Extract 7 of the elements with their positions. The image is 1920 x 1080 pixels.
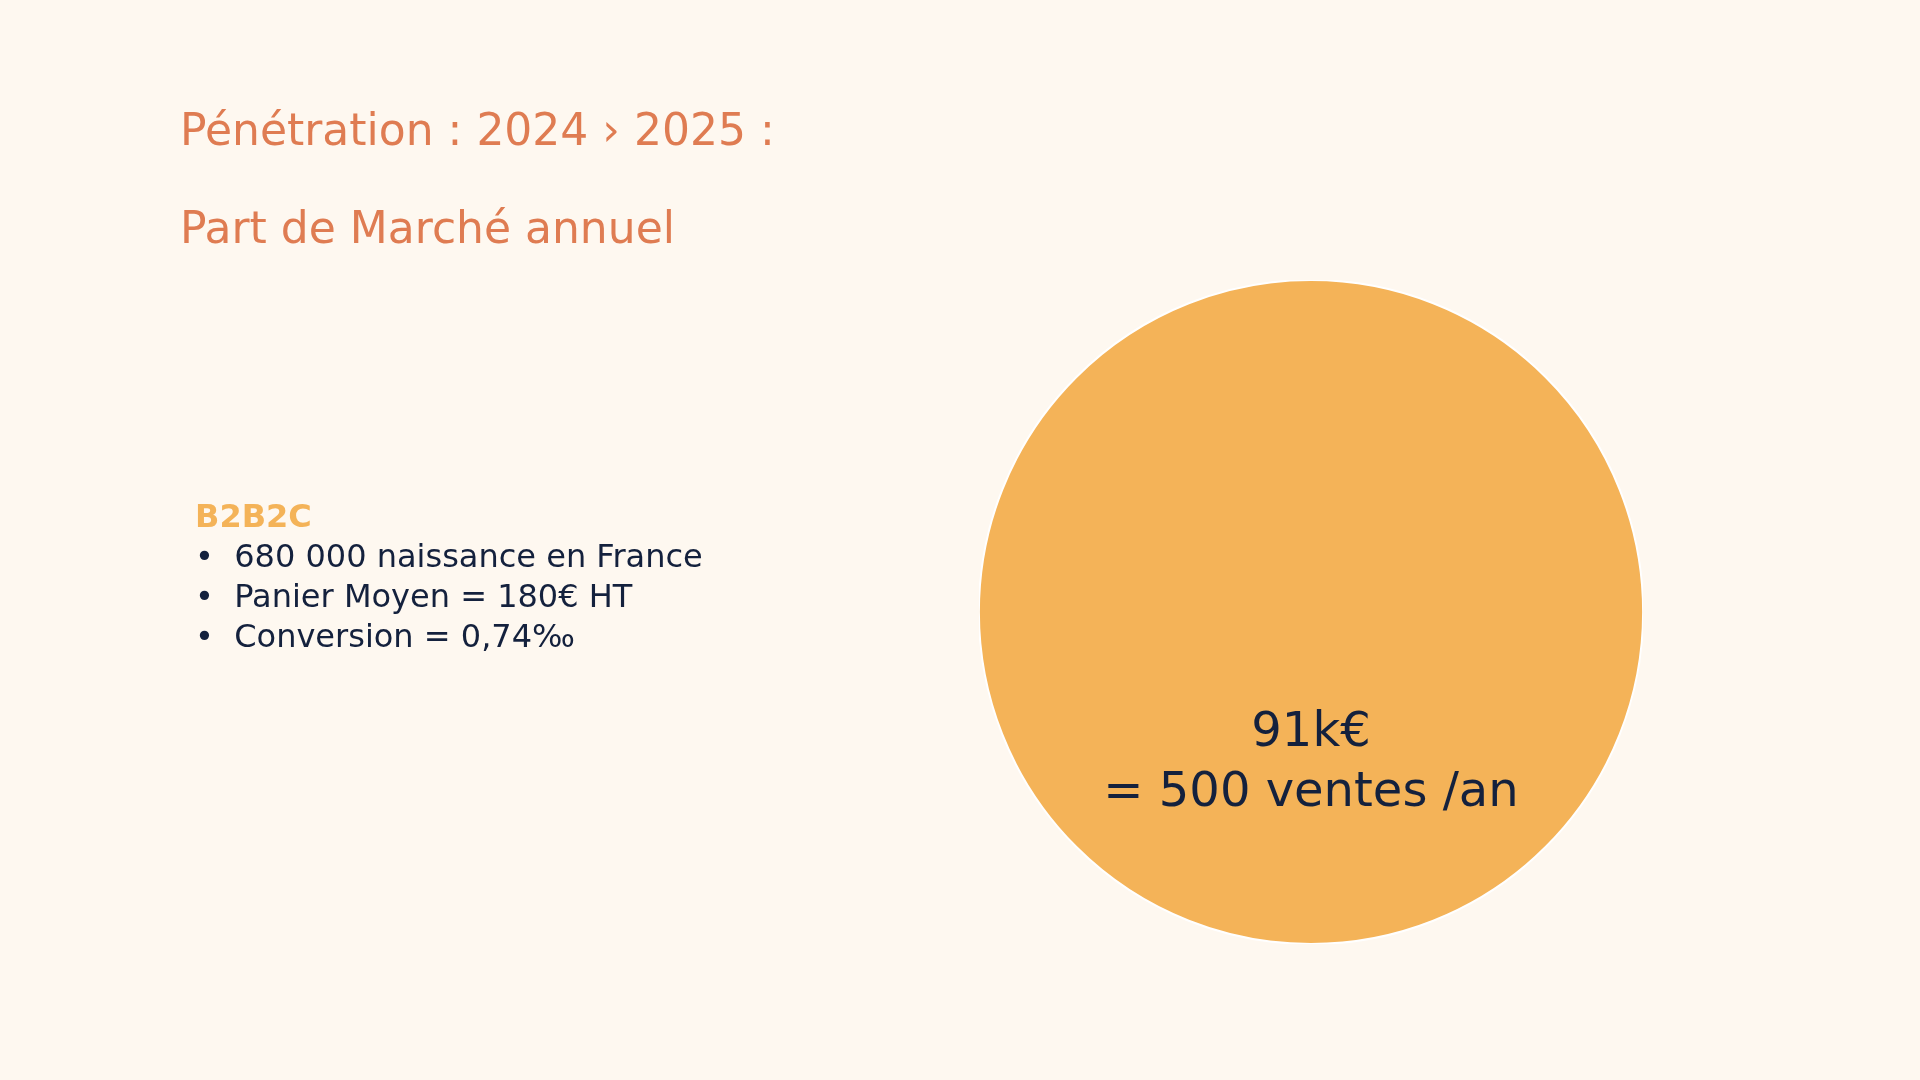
- text: • 680 000 naissance en France: [195, 536, 703, 576]
- text: • Panier Moyen = 180€ HT: [195, 576, 634, 616]
- text: B2B2C: [195, 496, 313, 536]
- text: Part de Marché annuel: [180, 202, 675, 253]
- text: Pénétration : 2024 › 2025 :: [180, 104, 775, 155]
- text: • Conversion = 0,74‰: [195, 616, 576, 656]
- text: 91k€ = 500 ventes /an: [1103, 701, 1519, 817]
